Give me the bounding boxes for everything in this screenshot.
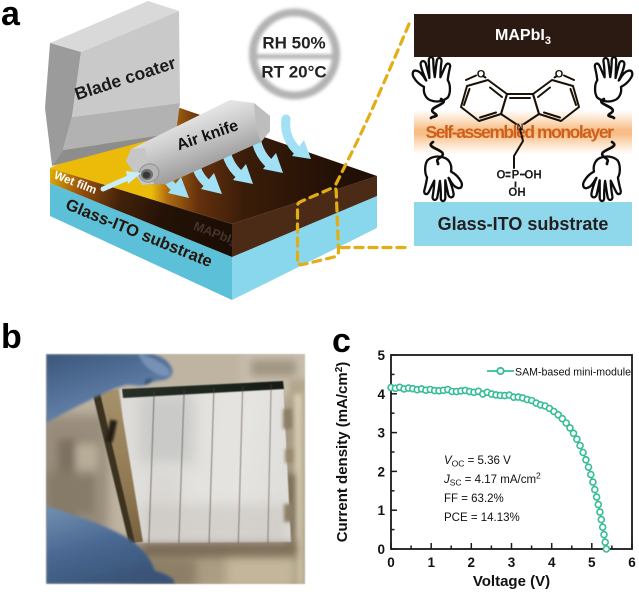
svg-text:OH: OH: [508, 187, 525, 199]
svg-text:FF = 63.2%: FF = 63.2%: [444, 493, 504, 505]
svg-text:O: O: [477, 69, 486, 81]
svg-text:O: O: [555, 69, 564, 81]
svg-text:5: 5: [588, 555, 596, 570]
svg-text:0: 0: [377, 542, 385, 557]
svg-text:P: P: [512, 170, 520, 182]
svg-text:6: 6: [628, 555, 636, 570]
svg-text:0: 0: [387, 555, 395, 570]
svg-text:PCE = 14.13%: PCE = 14.13%: [444, 512, 520, 524]
svg-text:N: N: [517, 122, 524, 132]
svg-text:3: 3: [508, 555, 516, 570]
svg-text:2: 2: [377, 464, 385, 479]
svg-text:JSC = 4.17 mA/cm2: JSC = 4.17 mA/cm2: [443, 471, 541, 488]
svg-text:O: O: [497, 170, 506, 182]
svg-text:Current density (mA/cm2): Current density (mA/cm2): [334, 362, 351, 543]
svg-text:3: 3: [377, 426, 385, 441]
svg-text:RH 50%: RH 50%: [262, 34, 325, 53]
svg-text:4: 4: [377, 387, 385, 402]
svg-text:RT 20°C: RT 20°C: [261, 63, 326, 82]
svg-text:SAM-based mini-module: SAM-based mini-module: [515, 367, 631, 379]
svg-text:5: 5: [377, 348, 385, 363]
svg-text:1: 1: [377, 503, 385, 518]
svg-text:VOC = 5.36 V: VOC = 5.36 V: [444, 455, 511, 469]
svg-text:Voltage (V): Voltage (V): [473, 573, 550, 590]
svg-text:OH: OH: [524, 170, 541, 182]
svg-text:4: 4: [548, 555, 556, 570]
svg-text:2: 2: [468, 555, 476, 570]
svg-text:1: 1: [427, 555, 435, 570]
